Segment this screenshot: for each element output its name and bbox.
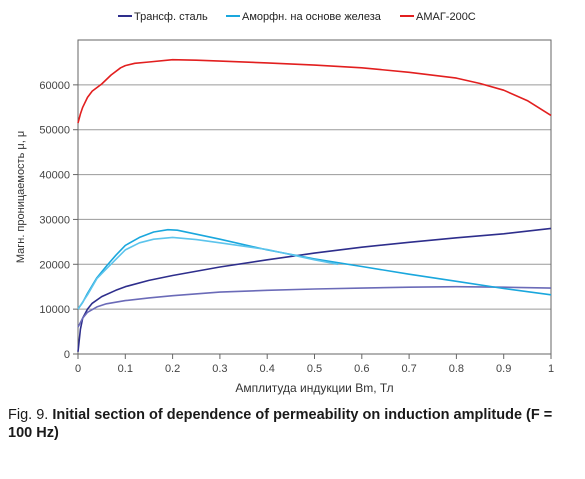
series-line [77, 285, 552, 328]
x-tick-label: 1 [548, 363, 554, 375]
series-line [77, 227, 552, 352]
series-line [77, 228, 552, 310]
x-tick-label: 0 [75, 363, 81, 375]
y-tick-label: 50000 [39, 125, 70, 137]
y-tick-label: 0 [64, 349, 70, 361]
caption-title: Initial section of dependence of permeab… [8, 407, 553, 441]
x-tick-label: 0.9 [496, 363, 511, 375]
y-axis-label: Магн. проницаемость μ, μ [15, 131, 27, 263]
x-tick-label: 0.8 [449, 363, 464, 375]
legend: Трансф. сталь Аморфн. на основе железа АМА… [118, 11, 476, 23]
plot-frame [77, 39, 552, 355]
x-tick-label: 0.2 [165, 363, 180, 375]
y-tick-label: 60000 [39, 80, 70, 92]
x-tick-label: 0.3 [212, 363, 227, 375]
y-tick-label: 30000 [39, 214, 70, 226]
x-tick-label: 0.6 [354, 363, 369, 375]
grid [78, 84, 551, 310]
series-line [77, 236, 339, 310]
figure-caption: Fig. 9. Initial section of dependence of… [8, 406, 568, 442]
x-axis-label: Амплитуда индукции Bm, Тл [235, 381, 393, 395]
y-tick-label: 40000 [39, 170, 70, 182]
x-tick-label: 0.5 [307, 363, 322, 375]
y-tick-labels: 0 10000 20000 30000 40000 50000 60000 [39, 80, 78, 361]
legend-label: Аморфн. на основе железа [242, 11, 382, 23]
series-line [77, 58, 552, 124]
series-lines [77, 58, 552, 352]
chart: Трансф. сталь Аморфн. на основе железа АМА… [15, 11, 554, 395]
x-tick-label: 0.7 [401, 363, 416, 375]
y-tick-label: 20000 [39, 259, 70, 271]
x-tick-label: 0.1 [118, 363, 133, 375]
x-tick-label: 0.4 [260, 363, 275, 375]
legend-label: АМАГ-200С [416, 11, 476, 23]
x-tick-labels: 0 0.1 0.2 0.3 0.4 0.5 0.6 0.7 0.8 0.9 1 [75, 354, 554, 375]
legend-label: Трансф. сталь [134, 11, 208, 23]
y-tick-label: 10000 [39, 304, 70, 316]
caption-prefix: Fig. 9. [8, 407, 53, 423]
